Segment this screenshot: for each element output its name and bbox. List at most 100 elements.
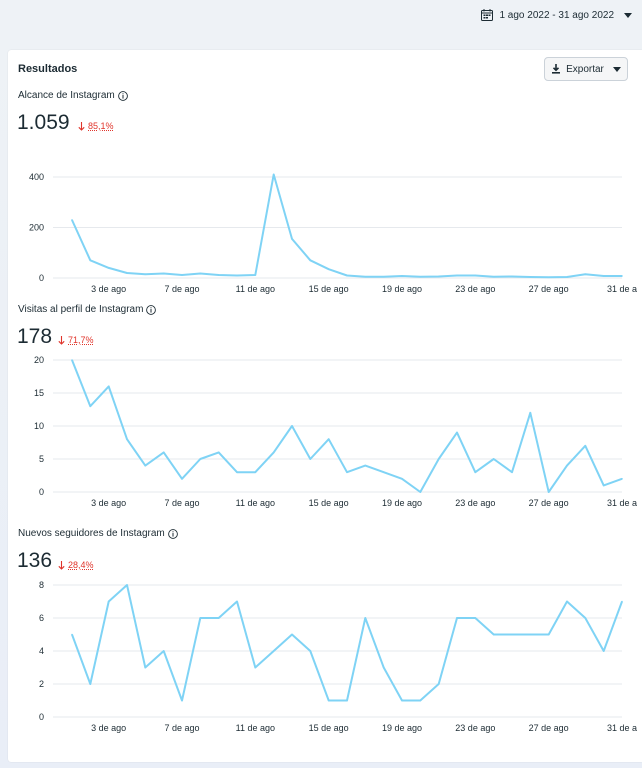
data-point: [144, 666, 147, 669]
change-percent: 85,1%: [88, 121, 114, 131]
data-point: [364, 464, 367, 467]
data-point: [511, 633, 513, 636]
data-point: [71, 633, 73, 636]
data-point: [474, 471, 477, 473]
data-point: [419, 275, 422, 278]
data-point: [89, 405, 92, 407]
data-point: [254, 666, 257, 669]
data-point: [437, 683, 440, 685]
data-point: [346, 471, 348, 473]
x-tick-label: 27 de ago: [529, 723, 569, 733]
data-point: [309, 458, 312, 460]
x-tick-label: 23 de ago: [455, 284, 495, 294]
metric-label-new-followers: Nuevos seguidores de Instagram: [18, 528, 178, 539]
card-title: Resultados: [18, 63, 78, 75]
data-point: [584, 445, 587, 447]
y-tick-label: 0: [39, 487, 44, 497]
x-tick-label: 19 de ago: [382, 723, 422, 733]
data-point: [584, 617, 587, 619]
arrow-down-icon: [58, 335, 65, 345]
metric-change-new-followers: 28,4%: [58, 560, 94, 570]
data-point: [291, 425, 293, 427]
info-icon[interactable]: [167, 528, 178, 539]
metric-title: Alcance de Instagram: [18, 90, 115, 101]
arrow-down-icon: [78, 121, 85, 131]
data-point: [346, 699, 348, 702]
x-tick-label: 3 de ago: [91, 284, 126, 294]
metric-value-profile-visits: 178: [17, 325, 53, 348]
y-tick-label: 200: [29, 223, 44, 233]
x-tick-label: 27 de ago: [529, 498, 569, 508]
reach-line-chart: 0 200 400 3 de ago 7 de ago 11 de ago 15 de ag…: [29, 172, 637, 294]
data-point: [382, 275, 385, 278]
data-point: [547, 633, 550, 636]
data-point: [199, 617, 202, 619]
x-tick-label: 11 de ago: [236, 723, 275, 733]
x-tick-label: 27 de ago: [529, 284, 569, 294]
export-button[interactable]: Exportar: [544, 57, 628, 81]
data-point: [492, 275, 495, 278]
data-point: [401, 275, 403, 277]
data-point: [602, 650, 605, 652]
data-point: [272, 173, 275, 176]
y-tick-label: 0: [39, 712, 44, 722]
x-tick-label: 23 de ago: [455, 498, 495, 508]
data-point: [181, 274, 183, 276]
data-point: [437, 458, 440, 460]
data-point: [492, 633, 495, 636]
y-tick-label: 6: [39, 613, 44, 623]
data-point: [254, 274, 257, 276]
data-point: [547, 491, 550, 493]
data-point: [107, 385, 110, 388]
data-point: [474, 617, 477, 619]
data-point: [364, 275, 367, 278]
metric-title: Nuevos seguidores de Instagram: [18, 528, 165, 539]
data-point: [602, 275, 605, 277]
data-point: [126, 438, 128, 440]
data-point: [566, 276, 568, 278]
data-point: [401, 699, 403, 702]
x-tick-label: 19 de ago: [382, 284, 422, 294]
x-tick-label: 11 de ago: [236, 284, 275, 294]
data-point: [107, 600, 110, 603]
data-point: [437, 275, 440, 278]
y-tick-label: 4: [39, 646, 44, 656]
data-point: [144, 464, 147, 467]
data-point: [107, 267, 110, 269]
data-point: [511, 471, 513, 473]
data-point: [126, 272, 128, 274]
x-tick-label: 23 de ago: [455, 723, 495, 733]
data-point: [162, 650, 165, 652]
x-tick-label: 31 de a: [607, 498, 637, 508]
data-point: [144, 273, 147, 276]
metric-value-new-followers: 136: [17, 549, 53, 572]
date-range-picker[interactable]: 1 ago 2022 - 31 ago 2022: [481, 5, 632, 25]
data-point: [547, 276, 550, 279]
info-icon[interactable]: [117, 90, 128, 101]
data-point: [291, 633, 293, 636]
x-tick-label: 7 de ago: [164, 284, 199, 294]
y-tick-label: 8: [39, 580, 44, 590]
data-point: [199, 458, 202, 460]
data-point: [346, 274, 348, 277]
top-bar: 1 ago 2022 - 31 ago 2022: [0, 0, 642, 40]
x-tick-label: 19 de ago: [382, 498, 422, 508]
metric-title: Visitas al perfil de Instagram: [18, 304, 144, 315]
x-tick-label: 3 de ago: [91, 723, 126, 733]
data-point: [584, 273, 587, 276]
data-point: [419, 699, 422, 702]
y-tick-label: 15: [34, 388, 44, 398]
change-percent: 28,4%: [68, 560, 94, 570]
download-icon: [552, 64, 561, 74]
info-icon[interactable]: [146, 304, 157, 315]
y-tick-label: 0: [39, 273, 44, 283]
data-point: [254, 471, 257, 473]
data-point: [327, 268, 330, 270]
new-followers-line-chart: 0 2 4 6 8 3 de ago 7 de ago 11 de ago 15 de ago 1…: [39, 580, 637, 733]
data-point: [401, 478, 403, 480]
series-line: [71, 173, 622, 279]
metric-change-profile-visits: 71,7%: [58, 335, 94, 345]
data-point: [327, 438, 330, 440]
x-tick-label: 3 de ago: [91, 498, 126, 508]
data-point: [511, 275, 513, 278]
